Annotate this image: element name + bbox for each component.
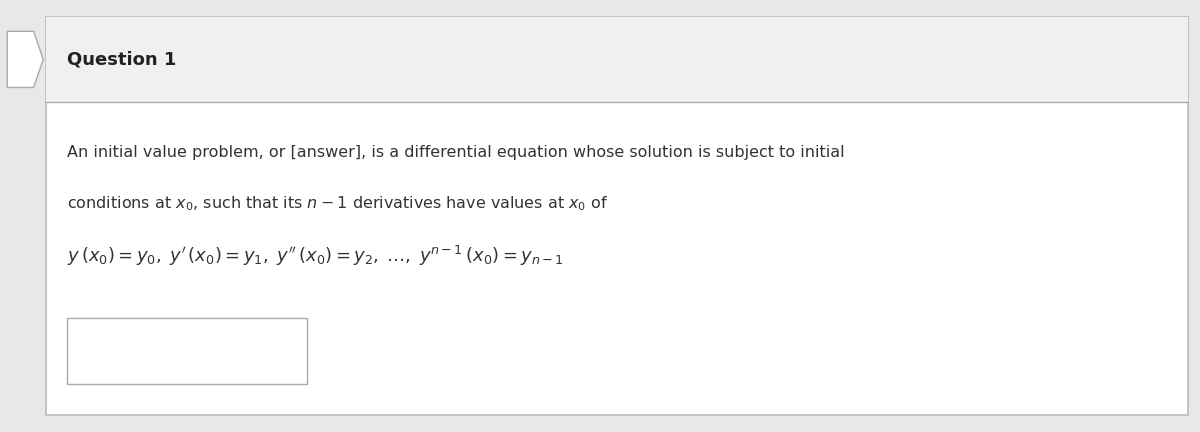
Bar xyxy=(1092,69,1100,97)
Bar xyxy=(1079,44,1087,97)
Text: conditions at $x_0$, such that its $n - 1$ derivatives have values at $x_0$ of: conditions at $x_0$, such that its $n - … xyxy=(67,194,608,213)
Text: Question 1: Question 1 xyxy=(67,51,176,68)
Bar xyxy=(1066,25,1074,97)
Bar xyxy=(1105,84,1114,97)
Text: $y\,(x_0) = y_0,\; y'\,(x_0) = y_1,\; y''\,(x_0) = y_2,\; \ldots,\; y^{n-1}\,(x_: $y\,(x_0) = y_0,\; y'\,(x_0) = y_1,\; y'… xyxy=(67,244,564,268)
Bar xyxy=(1052,50,1061,97)
Text: An initial value problem, or [answer], is a differential equation whose solution: An initial value problem, or [answer], i… xyxy=(67,145,845,160)
